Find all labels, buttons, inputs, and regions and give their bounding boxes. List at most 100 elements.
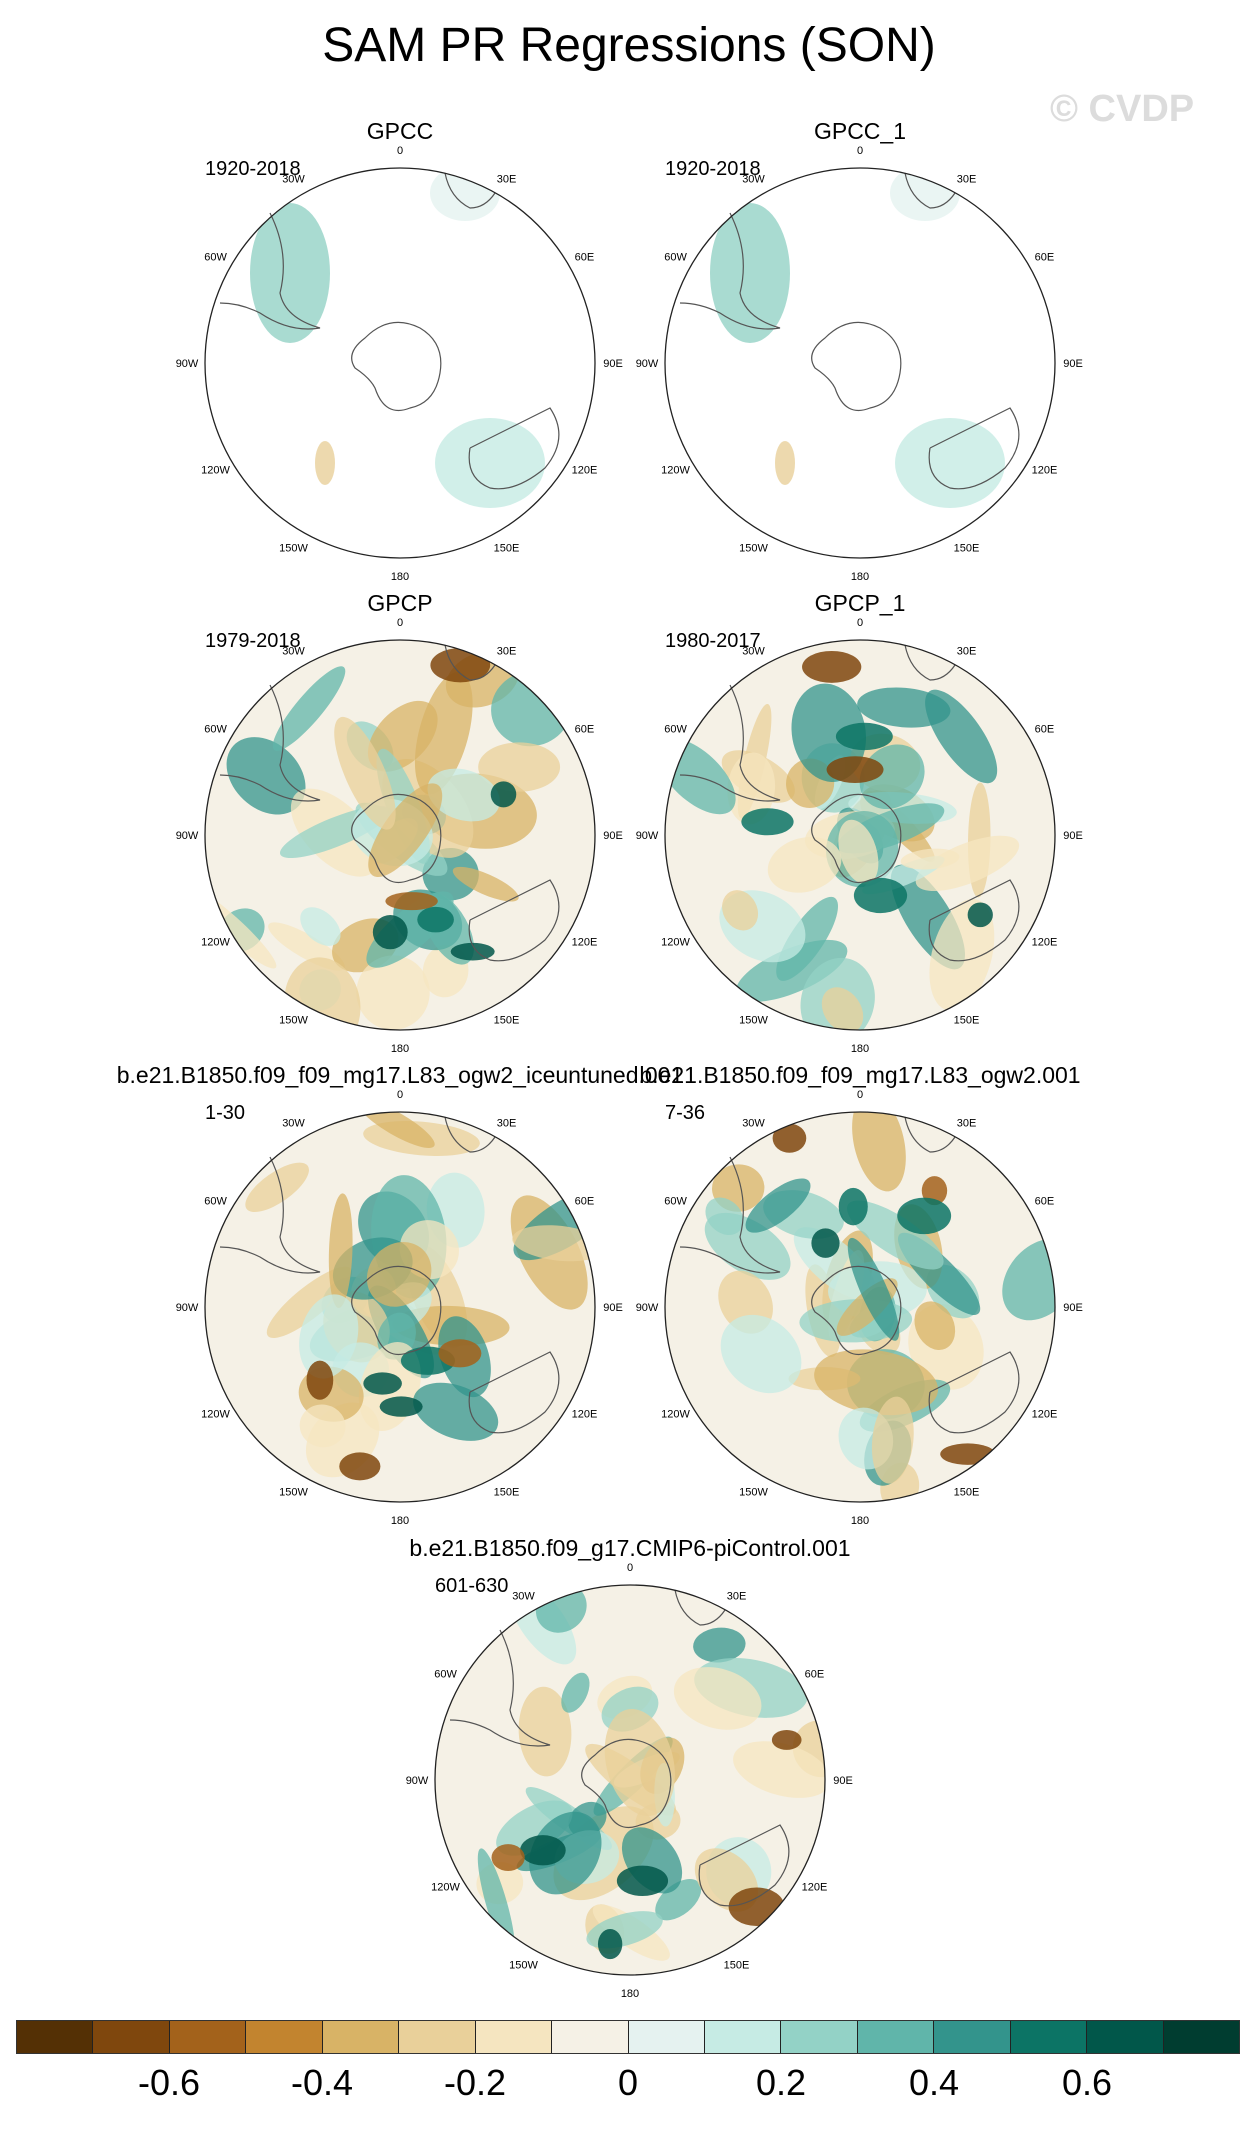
australia-coastline: [468, 1351, 560, 1434]
regression-anomaly: [604, 1709, 675, 1816]
australia-coastline: [468, 879, 560, 962]
longitude-label: 120W: [201, 937, 230, 949]
regression-anomaly: [925, 689, 998, 784]
longitude-label: 30E: [957, 1118, 977, 1130]
land-anomaly: [435, 418, 545, 508]
polar-map: 0 30E 60E 90E 120E 150E 180 150W 120W 90W 60W 30W: [176, 145, 623, 583]
land-anomaly: [315, 441, 335, 485]
africa-coastline: [904, 644, 956, 681]
panel-title: b.e21.B1850.f09_g17.CMIP6-piControl.001: [409, 1535, 851, 1561]
longitude-label: 90E: [603, 358, 623, 370]
regression-anomaly: [897, 1197, 952, 1235]
regression-anomaly: [339, 1452, 381, 1481]
page-title: SAM PR Regressions (SON): [322, 19, 936, 72]
south-america-coastline: [679, 684, 781, 802]
regression-anomaly: [871, 1396, 914, 1484]
longitude-label: 0: [857, 617, 863, 629]
longitude-label: 30E: [957, 646, 977, 658]
panel-title: GPCP: [367, 590, 433, 616]
longitude-label: 30W: [512, 1591, 535, 1603]
regression-anomaly: [900, 848, 960, 870]
longitude-label: 150E: [494, 1014, 520, 1026]
longitude-label: 60W: [204, 724, 227, 736]
regression-anomaly: [722, 890, 759, 931]
regression-anomaly: [1002, 1238, 1055, 1321]
africa-coastline: [444, 1116, 496, 1153]
panel-years: 1-30: [205, 1102, 246, 1124]
regression-anomaly: [705, 1197, 744, 1236]
africa-coastline: [674, 1589, 726, 1626]
colorbar-cell: [399, 2021, 476, 2053]
polar-map: 0 30E 60E 90E 120E 150E 180 150W 120W 90W 60W 30W: [176, 617, 623, 1055]
regression-anomaly: [847, 1237, 900, 1341]
longitude-label: 0: [857, 1089, 863, 1101]
regression-anomaly: [357, 1112, 435, 1148]
longitude-label: 90W: [176, 358, 199, 370]
regression-anomaly: [372, 915, 408, 950]
map-boundary: [664, 167, 1056, 559]
regression-anomaly: [915, 835, 1020, 892]
regression-anomaly: [814, 1349, 939, 1416]
land-anomaly: [890, 168, 960, 221]
map-panel: GPCP_1 1980-2017 0 30E 60E 90E 120E 150E 180 150W…: [560, 590, 1160, 1060]
antarctica-coastline: [811, 321, 902, 412]
australia-coastline: [928, 407, 1020, 490]
polar-map: 0 30E 60E 90E 120E 150E 180 150W 120W 90W 60W 30W: [176, 1089, 623, 1527]
south-america-coastline: [219, 684, 321, 802]
regression-anomaly: [245, 1162, 309, 1213]
south-america-coastline: [679, 212, 781, 330]
longitude-label: 30E: [497, 1118, 517, 1130]
longitude-label: 120E: [802, 1882, 828, 1894]
colorbar-tick-label: 0.4: [908, 2062, 960, 2103]
longitude-label: 30E: [957, 174, 977, 186]
longitude-label: 90W: [636, 358, 659, 370]
regression-anomaly: [597, 1929, 623, 1960]
longitude-label: 60W: [204, 252, 227, 264]
regression-anomaly: [745, 1178, 811, 1233]
longitude-label: 0: [857, 145, 863, 157]
colorbar-tick-label: 0.6: [1061, 2062, 1113, 2103]
longitude-label: 150W: [739, 1486, 768, 1498]
longitude-label: 120E: [572, 937, 598, 949]
antarctica-coastline: [811, 1265, 902, 1356]
map-boundary: [204, 167, 596, 559]
land-anomaly: [710, 203, 790, 343]
longitude-label: 90E: [1063, 830, 1083, 842]
regression-anomaly: [518, 1686, 572, 1777]
map-boundary: [664, 639, 1056, 1031]
regression-anomaly: [450, 942, 495, 961]
longitude-label: 60E: [575, 252, 595, 264]
longitude-label: 60W: [664, 1196, 687, 1208]
longitude-label: 60W: [664, 724, 687, 736]
regression-anomaly: [328, 1193, 353, 1309]
longitude-label: 150E: [724, 1959, 750, 1971]
regression-anomaly: [776, 896, 838, 981]
australia-coastline: [468, 407, 560, 490]
longitude-label: 90E: [1063, 1302, 1083, 1314]
colorbar-cell: [1087, 2021, 1164, 2053]
longitude-label: 180: [851, 1043, 869, 1055]
colorbar-cell: [475, 2021, 553, 2053]
panel-years: 1980-2017: [665, 630, 761, 652]
south-america-coastline: [219, 212, 321, 330]
longitude-label: 150W: [739, 542, 768, 554]
longitude-label: 90W: [176, 1302, 199, 1314]
panel-title: GPCP_1: [814, 590, 906, 616]
longitude-label: 90E: [603, 830, 623, 842]
colorbar-cell: [322, 2021, 400, 2053]
regression-anomaly: [272, 666, 346, 751]
longitude-label: 180: [391, 571, 409, 583]
regression-anomaly: [767, 836, 842, 893]
longitude-label: 60E: [575, 724, 595, 736]
regression-anomaly: [356, 955, 430, 1030]
longitude-label: 120E: [1032, 1409, 1058, 1421]
land-anomaly: [250, 203, 330, 343]
longitude-label: 30E: [497, 646, 517, 658]
regression-anomaly: [728, 1887, 785, 1927]
polar-map: 0 30E 60E 90E 120E 150E 180 150W 120W 90W 60W 30W: [406, 1562, 853, 2000]
panel-title: GPCC_1: [813, 118, 907, 144]
longitude-label: 150W: [509, 1959, 538, 1971]
colorbar-tick-label: 0: [617, 2062, 639, 2103]
regression-anomaly: [385, 892, 438, 911]
antarctica-coastline: [811, 793, 902, 884]
